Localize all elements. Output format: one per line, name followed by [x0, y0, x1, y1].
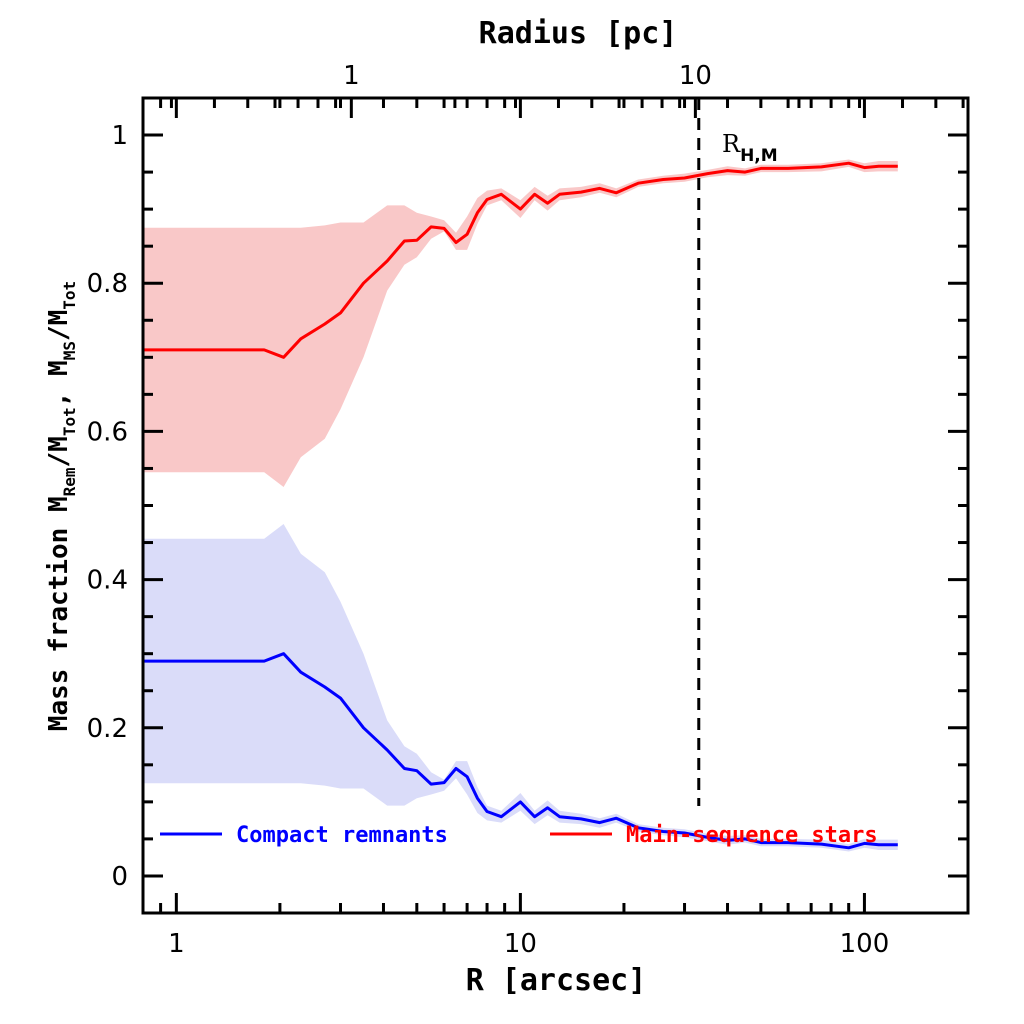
legend-label-main-sequence: Main-sequence stars [626, 823, 878, 848]
half-mass-radius-label: RH,M [722, 130, 778, 166]
top-x-axis-title: Radius [pc] [479, 16, 678, 51]
x-tick-label: 10 [504, 929, 537, 959]
y-tick-label: 0.2 [87, 714, 128, 744]
half-mass-radius-label-main: R [722, 130, 741, 158]
y-axis-sub-ms: MS [60, 341, 79, 360]
legend-label-compact-remnants: Compact remnants [236, 823, 448, 848]
x-tick-label: 100 [840, 929, 890, 959]
y-axis-title-prefix: Mass fraction [44, 528, 74, 732]
uncertainty-bands [143, 159, 898, 852]
plot-frame [141, 96, 970, 915]
y-tick-label: 0.8 [87, 269, 128, 299]
line-compact-remnants [143, 652, 898, 850]
y-axis-sub-rem: Rem [60, 467, 79, 496]
y-axis-title: Mass fraction MRem/MTot, MMS/MTot [44, 281, 79, 731]
x-axis-title: R [arcsec] [466, 963, 647, 998]
x2-tick-label: 10 [679, 61, 712, 91]
series-lines [143, 161, 898, 850]
y-axis-sub-tot-1: Tot [60, 407, 79, 436]
y-tick-label: 1 [111, 121, 128, 151]
y-tick-label: 0.4 [87, 566, 128, 596]
x2-tick-label: 1 [343, 61, 360, 91]
x-tick-label: 1 [168, 929, 185, 959]
band-compact-remnants [143, 524, 898, 852]
half-mass-radius-label-sub: H,M [740, 146, 778, 166]
y-tick-label: 0 [111, 862, 128, 892]
y-tick-label: 0.6 [87, 417, 128, 447]
band-main-sequence-stars [143, 159, 898, 487]
line-main-sequence-stars [143, 161, 898, 359]
y-axis-sub-tot-2: Tot [60, 281, 79, 310]
legend: Compact remnants Main-sequence stars [160, 823, 878, 848]
